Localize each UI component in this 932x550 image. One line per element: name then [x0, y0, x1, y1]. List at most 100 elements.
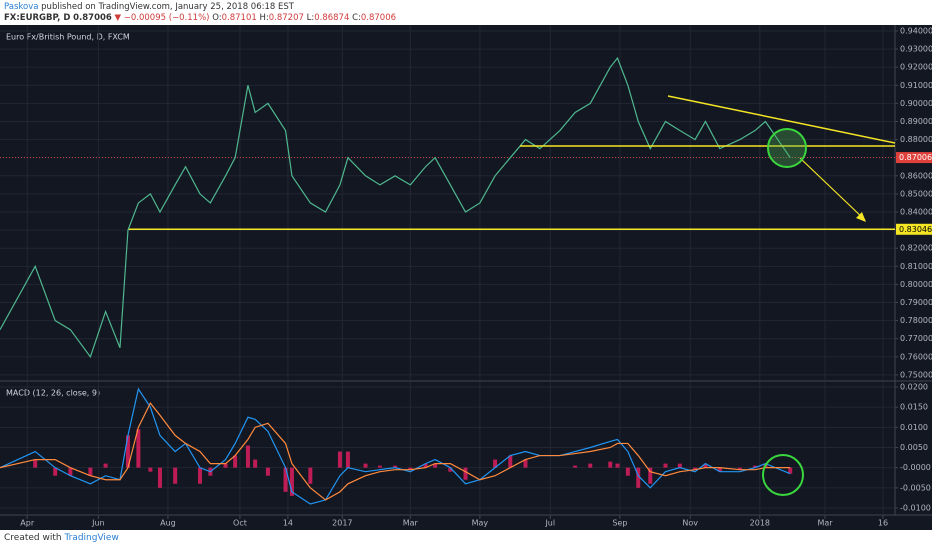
histogram-bar: [393, 465, 398, 468]
histogram-bar: [157, 467, 162, 488]
histogram-bar: [663, 463, 668, 468]
x-tick-label: Jul: [544, 519, 555, 528]
histogram-bar: [377, 465, 382, 468]
histogram-bar: [608, 461, 613, 468]
pane-title: MACD (12, 26, close, 9): [6, 389, 100, 398]
y-tick-label: 0.81000: [900, 262, 932, 271]
ohlc-value: 0.86874: [314, 13, 350, 23]
y-tick-label: 0.0100: [900, 423, 928, 432]
price-label: 0.87006: [899, 153, 932, 162]
x-tick-label: Nov: [682, 519, 698, 528]
ohlc-value: 0.87207: [268, 13, 304, 23]
ohlc: O:0.87101 H:0.87207 L:0.86874 C:0.87006: [212, 13, 396, 23]
y-tick-label: 0.0050: [900, 443, 928, 452]
histogram-bar: [125, 435, 130, 468]
y-tick-label: 0.75000: [900, 370, 932, 379]
x-tick-label: Jun: [91, 519, 105, 528]
ohlc-value: 0.87006: [360, 13, 397, 23]
histogram-bar: [573, 465, 578, 468]
histogram-bar: [223, 463, 228, 468]
arrow-head: [856, 212, 866, 222]
y-tick-label: 0.80000: [900, 280, 932, 289]
histogram-bar: [233, 455, 238, 468]
arrow: [799, 157, 866, 221]
histogram-bar: [737, 467, 742, 470]
ohlc-key: H:: [259, 13, 269, 23]
pane-title: Euro Fx/British Pound, D, FXCM: [6, 33, 130, 42]
histogram-bar: [588, 463, 593, 468]
x-tick-label: 2018: [750, 519, 770, 528]
background: [0, 25, 932, 530]
histogram-bar: [493, 459, 498, 468]
histogram-bar: [88, 467, 93, 476]
histogram-bar: [308, 467, 313, 484]
y-tick-label: 0.85000: [900, 189, 932, 198]
histogram-bar: [636, 467, 641, 488]
ohlc-key: C:: [352, 13, 361, 23]
series-line: [0, 387, 791, 505]
y-tick-label: 0.88000: [900, 135, 932, 144]
series-line: [0, 402, 791, 501]
y-tick-label: 0.90000: [900, 99, 932, 108]
x-tick-label: Mar: [403, 519, 419, 528]
histogram-bar: [693, 467, 698, 470]
ohlc-key: L:: [306, 13, 315, 23]
histogram-bar: [433, 463, 438, 468]
histogram-bar: [753, 465, 758, 468]
histogram-bar: [677, 463, 682, 468]
footer: Created with TradingView: [4, 533, 119, 543]
y-tick-label: 0.86000: [900, 171, 932, 180]
x-tick-label: 14: [283, 519, 293, 528]
y-tick-label: 0.91000: [900, 81, 932, 90]
y-tick-label: -0.0100: [900, 503, 931, 512]
histogram-bar: [423, 463, 428, 468]
series-line: [0, 56, 791, 359]
histogram-bar: [703, 463, 708, 468]
ohlc-value: 0.87101: [221, 13, 257, 23]
histogram-bar: [283, 467, 288, 492]
y-tick-label: -0.0000: [900, 463, 931, 472]
ohlc-key: O:: [212, 13, 222, 23]
quote-line: FX:EURGBP, D 0.87006 ▼ −0.00095 (−0.11%)…: [4, 13, 396, 23]
highlight: [762, 454, 804, 496]
y-tick-label: 0.93000: [900, 45, 932, 54]
histogram-bar: [253, 459, 258, 468]
y-tick-label: 0.76000: [900, 352, 932, 361]
y-tick-label: 0.84000: [900, 208, 932, 217]
x-tick-label: Oct: [233, 519, 247, 528]
price-label-box: [896, 152, 932, 164]
histogram-bar: [337, 451, 342, 468]
symbol: FX:EURGBP, D: [4, 13, 71, 23]
histogram-bar: [523, 459, 528, 468]
x-tick-label: May: [472, 519, 489, 528]
histogram-bar: [345, 451, 350, 468]
change: ▼ −0.00095 (−0.11%): [114, 13, 210, 23]
published: published on TradingView.com, January 25…: [41, 2, 294, 12]
y-tick-label: 0.78000: [900, 316, 932, 325]
histogram-bar: [136, 429, 141, 468]
x-tick-label: 16: [878, 519, 888, 528]
histogram-bar: [625, 467, 630, 476]
histogram-bar: [33, 459, 38, 468]
y-tick-label: 0.0150: [900, 403, 928, 412]
drawings: [520, 95, 896, 496]
y-tick-label: 0.89000: [900, 117, 932, 126]
price-label-box: [896, 223, 932, 235]
x-tick-label: Sep: [612, 519, 627, 528]
histogram-bar: [615, 463, 620, 468]
histogram-bar: [289, 467, 294, 496]
chart: Euro Fx/British Pound, D, FXCM MACD (12,…: [0, 25, 932, 530]
histogram-bar: [463, 467, 468, 480]
author[interactable]: Paskova: [4, 2, 39, 12]
y-tick-label: 0.92000: [900, 63, 932, 72]
histogram-bar: [197, 467, 202, 484]
histogram-bar: [245, 445, 250, 468]
brand[interactable]: TradingView: [64, 533, 119, 543]
x-tick-label: Aug: [160, 519, 176, 528]
trend-line: [667, 95, 896, 144]
y-tick-label: 0.79000: [900, 298, 932, 307]
y-tick-label: 0.94000: [900, 26, 932, 35]
histogram-bar: [508, 455, 513, 468]
histogram-bar: [68, 467, 73, 476]
x-tick-label: Mar: [817, 519, 833, 528]
